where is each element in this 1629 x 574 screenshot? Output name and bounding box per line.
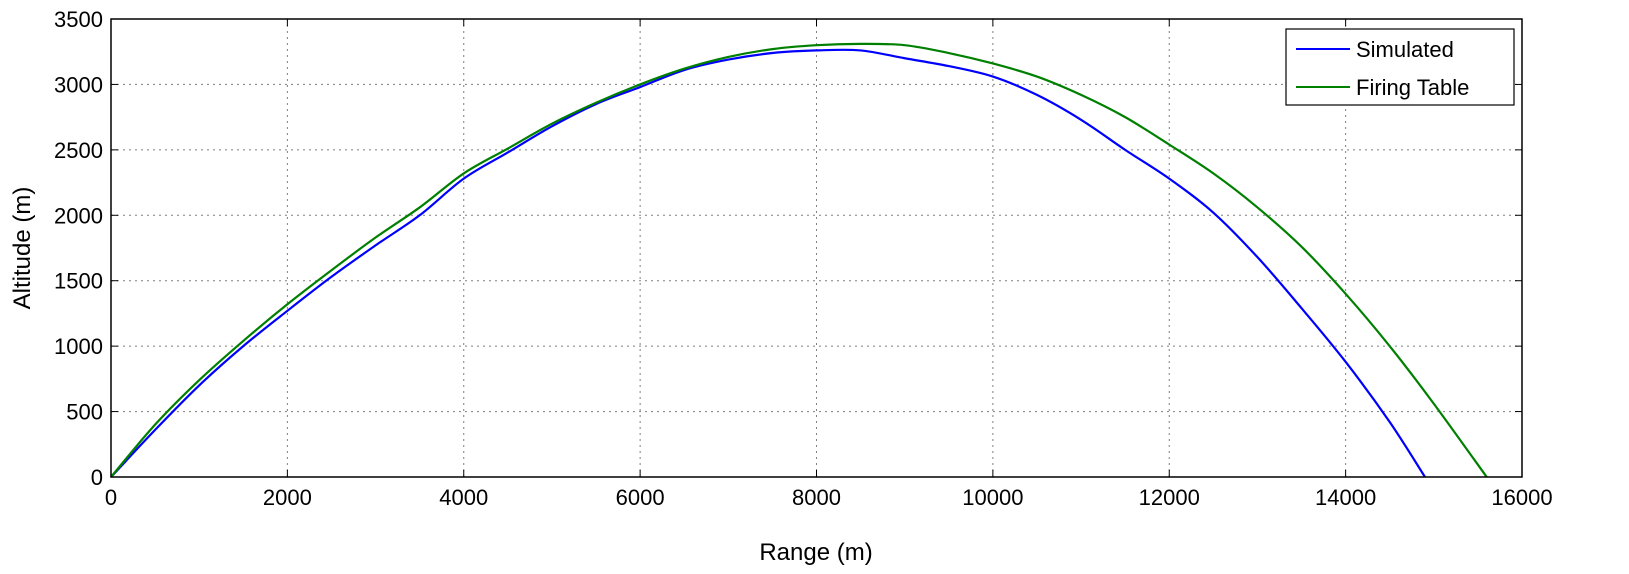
legend-label-simulated: Simulated bbox=[1356, 37, 1454, 62]
x-tick-label: 14000 bbox=[1315, 485, 1376, 510]
y-tick-label: 0 bbox=[91, 465, 103, 490]
y-tick-label: 1000 bbox=[54, 334, 103, 359]
x-tick-label: 16000 bbox=[1491, 485, 1552, 510]
x-tick-label: 6000 bbox=[616, 485, 665, 510]
x-tick-label: 8000 bbox=[792, 485, 841, 510]
y-tick-label: 500 bbox=[66, 400, 103, 425]
x-tick-label: 0 bbox=[105, 485, 117, 510]
y-tick-label: 3500 bbox=[54, 7, 103, 32]
legend: Simulated Firing Table bbox=[1286, 29, 1514, 105]
y-tick-label: 2500 bbox=[54, 138, 103, 163]
x-tick-label: 12000 bbox=[1139, 485, 1200, 510]
y-axis-label: Altitude (m) bbox=[9, 187, 36, 310]
y-tick-label: 2000 bbox=[54, 203, 103, 228]
x-tick-label: 4000 bbox=[439, 485, 488, 510]
x-tick-label: 10000 bbox=[962, 485, 1023, 510]
y-tick-label: 1500 bbox=[54, 269, 103, 294]
x-tick-label: 2000 bbox=[263, 485, 312, 510]
legend-label-firing-table: Firing Table bbox=[1356, 75, 1469, 100]
x-axis-label: Range (m) bbox=[759, 539, 872, 566]
y-tick-label: 3000 bbox=[54, 72, 103, 97]
